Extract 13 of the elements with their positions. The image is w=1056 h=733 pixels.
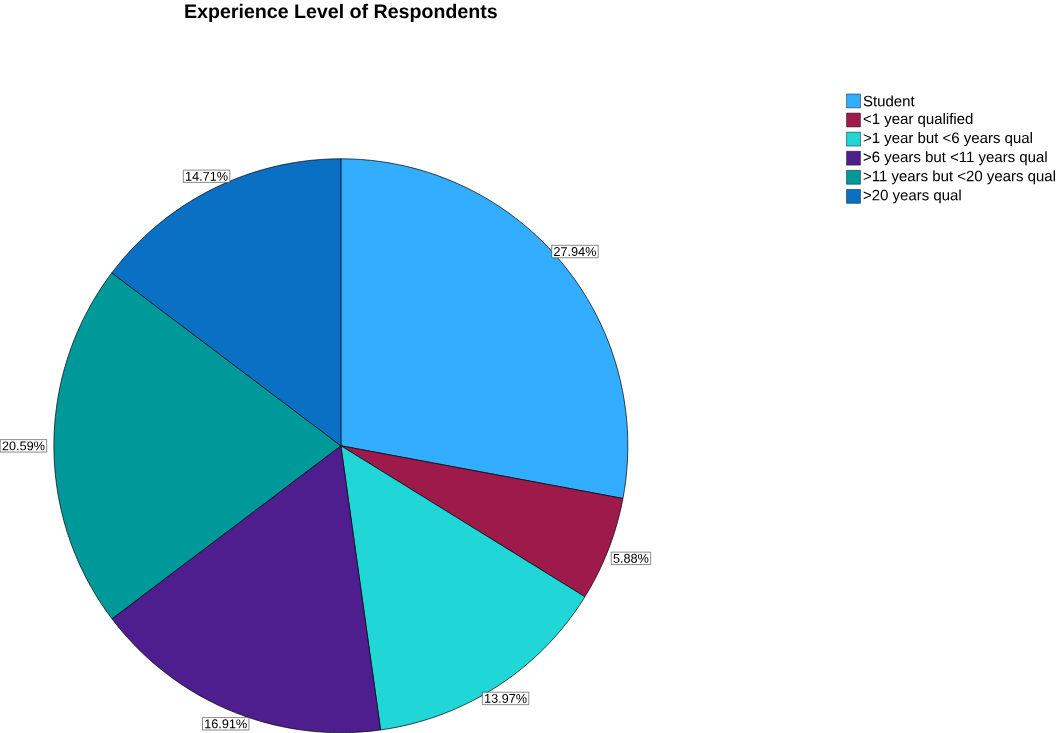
legend-label: >6 years but <11 years qual [863,151,1047,166]
data-label: 20.59% [2,441,45,451]
data-label: 27.94% [554,247,596,256]
data-label: 14.71% [186,171,228,181]
data-label: 5.88% [613,553,649,563]
legend-label: >20 years qual [863,189,961,204]
data-label: 13.97% [485,693,527,703]
legend-label: <1 year qualified [863,112,973,127]
legend-label: Student [863,95,915,107]
data-label: 16.91% [205,719,247,729]
legend-label: >1 year but <6 years qual [863,132,1032,147]
chart-title: Experience Level of Respondents [185,3,497,23]
legend-label: >11 years but <20 years qual [863,170,1055,185]
